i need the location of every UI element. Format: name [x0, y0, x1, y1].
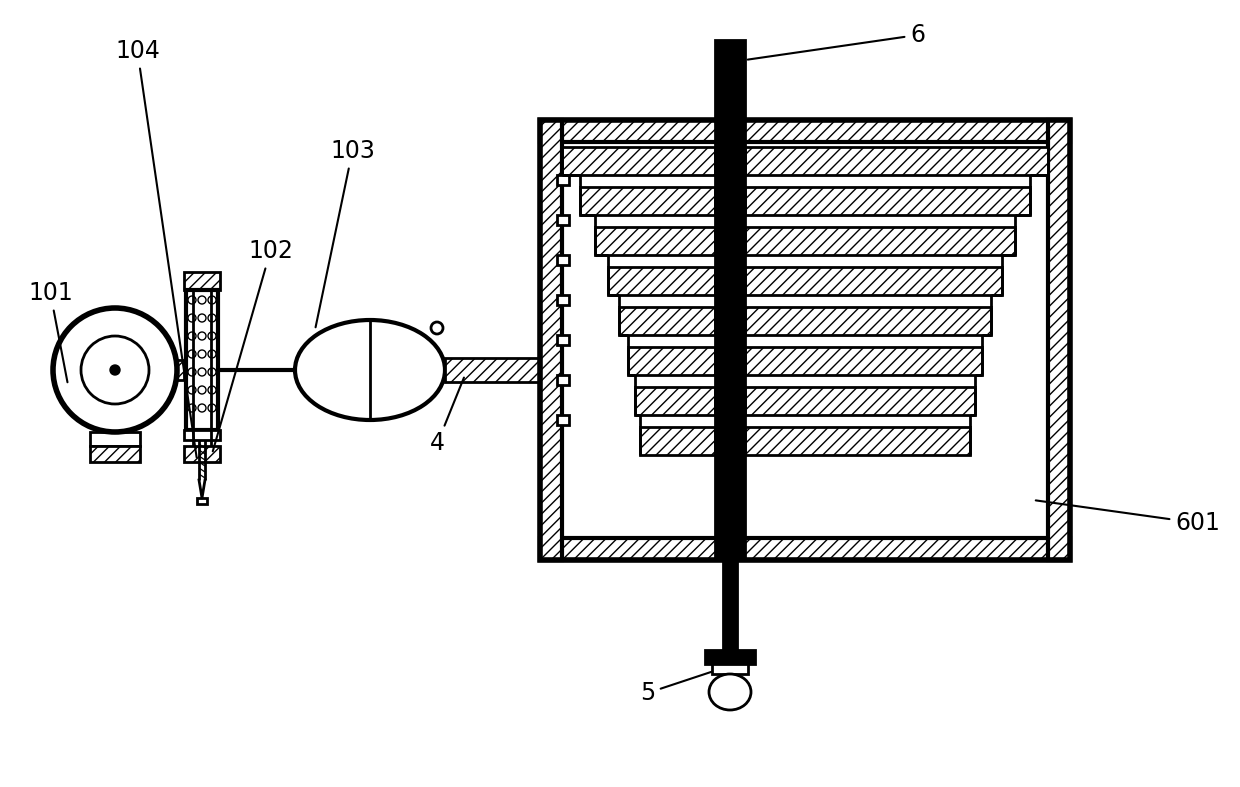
Bar — [595, 227, 715, 255]
Bar — [557, 255, 569, 265]
Bar — [627, 347, 715, 375]
Bar — [715, 40, 745, 560]
Bar — [557, 295, 569, 305]
Bar — [557, 415, 569, 425]
Bar — [539, 538, 1070, 560]
Bar — [608, 267, 715, 295]
Bar — [557, 335, 569, 345]
Ellipse shape — [709, 674, 751, 710]
Bar — [745, 147, 1048, 175]
Bar — [539, 120, 1070, 142]
Text: 6: 6 — [748, 23, 925, 60]
Bar — [745, 187, 1030, 215]
Bar — [745, 267, 1002, 295]
Bar — [184, 446, 219, 462]
Bar — [1048, 120, 1070, 560]
Bar — [177, 360, 184, 380]
Bar — [635, 387, 715, 415]
Bar — [745, 227, 1016, 255]
Bar — [745, 307, 991, 335]
Bar — [539, 120, 1070, 560]
Bar — [640, 427, 715, 455]
Bar — [91, 432, 140, 446]
Bar — [562, 142, 1048, 538]
Bar — [562, 147, 715, 175]
Bar — [619, 307, 715, 335]
Text: 102: 102 — [213, 239, 293, 451]
Text: 104: 104 — [115, 39, 197, 457]
Bar — [186, 290, 218, 430]
Bar — [557, 175, 569, 185]
Bar — [91, 446, 140, 462]
Bar — [723, 560, 737, 650]
Text: 5: 5 — [640, 670, 718, 705]
Ellipse shape — [295, 320, 445, 420]
Text: 103: 103 — [315, 139, 374, 327]
Bar — [557, 375, 569, 385]
Bar — [184, 272, 219, 290]
Bar — [184, 430, 219, 440]
Text: 101: 101 — [29, 281, 73, 382]
Bar — [745, 387, 975, 415]
Bar — [197, 498, 207, 504]
Text: 601: 601 — [1035, 501, 1220, 535]
Bar — [712, 664, 748, 674]
Bar — [580, 187, 715, 215]
Bar — [445, 358, 539, 382]
Bar — [539, 120, 562, 560]
Bar — [745, 347, 982, 375]
Circle shape — [110, 365, 120, 375]
Bar — [745, 427, 970, 455]
Bar — [706, 650, 755, 664]
Bar — [557, 215, 569, 225]
Text: 4: 4 — [430, 378, 464, 455]
